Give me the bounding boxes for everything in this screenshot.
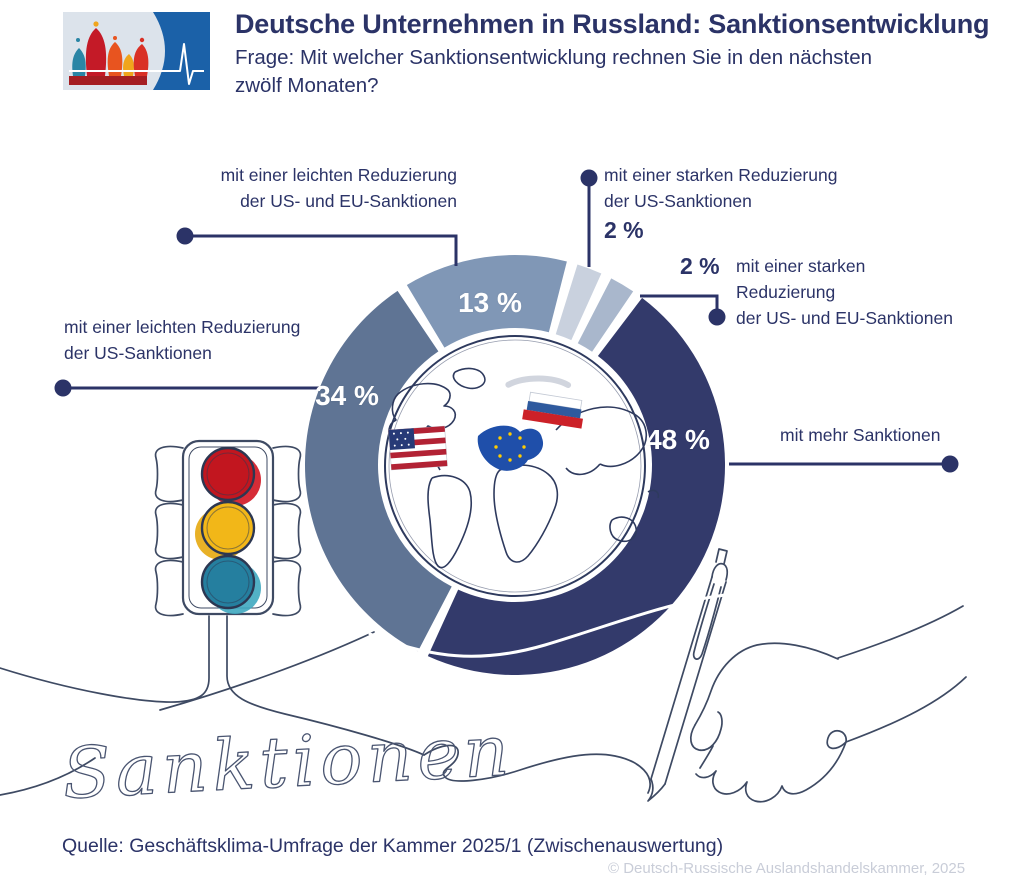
callout-strong-us-eu: mit einer starken Reduzierung der US- un… (736, 256, 953, 328)
donut-slice-more-sanctions (427, 297, 726, 676)
wave-left (0, 615, 210, 703)
donut-slice-light-reduction-us-eu (406, 254, 567, 348)
pct-label-light-us: 34 % (315, 380, 379, 411)
cathedral-icon (69, 21, 149, 85)
wave-mid (226, 615, 425, 756)
wrist-bottom (826, 676, 967, 750)
callout-light-us: mit einer leichten Reduzierung der US-Sa… (64, 317, 301, 363)
continents (388, 367, 660, 569)
eu-flag-icon (477, 425, 544, 471)
hand-palm-edge (699, 745, 714, 769)
callout-connectors (63, 180, 950, 466)
donut-slice-strong-reduction-us-eu (577, 278, 634, 352)
wrist-top (837, 605, 964, 659)
globe-illustration (384, 335, 660, 597)
survey-question: Frage: Mit welcher Sanktionsentwicklung … (235, 46, 872, 97)
hand-fingers (695, 741, 847, 803)
russia-flag-icon (505, 375, 583, 429)
donut-slice-strong-reduction-us (555, 264, 602, 341)
pct-label-more-sanctions: 48 % (646, 424, 710, 455)
pen-body (650, 576, 727, 785)
pen-clip (692, 583, 722, 660)
page-title: Deutsche Unternehmen in Russland: Sankti… (235, 9, 990, 39)
wave-tangent (159, 631, 375, 711)
pen-cap (711, 548, 729, 581)
logo (63, 12, 210, 90)
pct-label-strong-us-eu: 2 % (680, 253, 720, 279)
traffic-light (154, 439, 302, 617)
white-wave-overlay (368, 592, 735, 658)
pct-label-light-us-eu: 13 % (458, 287, 522, 318)
callout-more-sanctions: mit mehr Sanktionen (780, 425, 941, 445)
yellow-light (200, 500, 256, 556)
source-note: Quelle: Geschäftsklima-Umfrage der Kamme… (62, 835, 724, 857)
callout-light-us-eu: mit einer leichten Reduzierung der US- u… (220, 165, 457, 211)
pulse-line-icon (69, 43, 204, 85)
callout-dots (54, 169, 959, 473)
wave-script-to-pen (423, 744, 651, 794)
red-light (200, 446, 256, 502)
wave-lead-in (0, 757, 96, 796)
hand-thumb (689, 711, 723, 752)
donut-slices (304, 254, 726, 676)
pen-tip (647, 778, 666, 802)
hand-top (694, 642, 839, 726)
hand-with-pen (647, 548, 967, 803)
copyright-note: © Deutsch-Russische Auslandshandelskamme… (608, 860, 966, 877)
callout-strong-us: mit einer starken Reduzierung der US-San… (604, 165, 838, 243)
connector-strong-us-eu (640, 294, 719, 311)
connector-light-us-eu (185, 234, 458, 266)
pct-label-strong-us: 2 % (604, 217, 644, 243)
us-flag-icon (388, 425, 448, 471)
teal-light (200, 554, 256, 610)
donut-slice-light-reduction-us (304, 290, 452, 652)
